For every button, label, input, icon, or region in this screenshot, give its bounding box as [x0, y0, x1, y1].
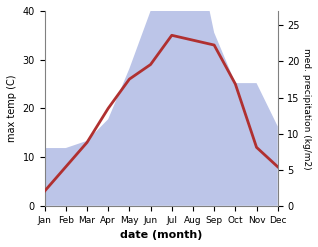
- X-axis label: date (month): date (month): [120, 230, 202, 240]
- Y-axis label: max temp (C): max temp (C): [7, 75, 17, 142]
- Y-axis label: med. precipitation (kg/m2): med. precipitation (kg/m2): [302, 48, 311, 169]
